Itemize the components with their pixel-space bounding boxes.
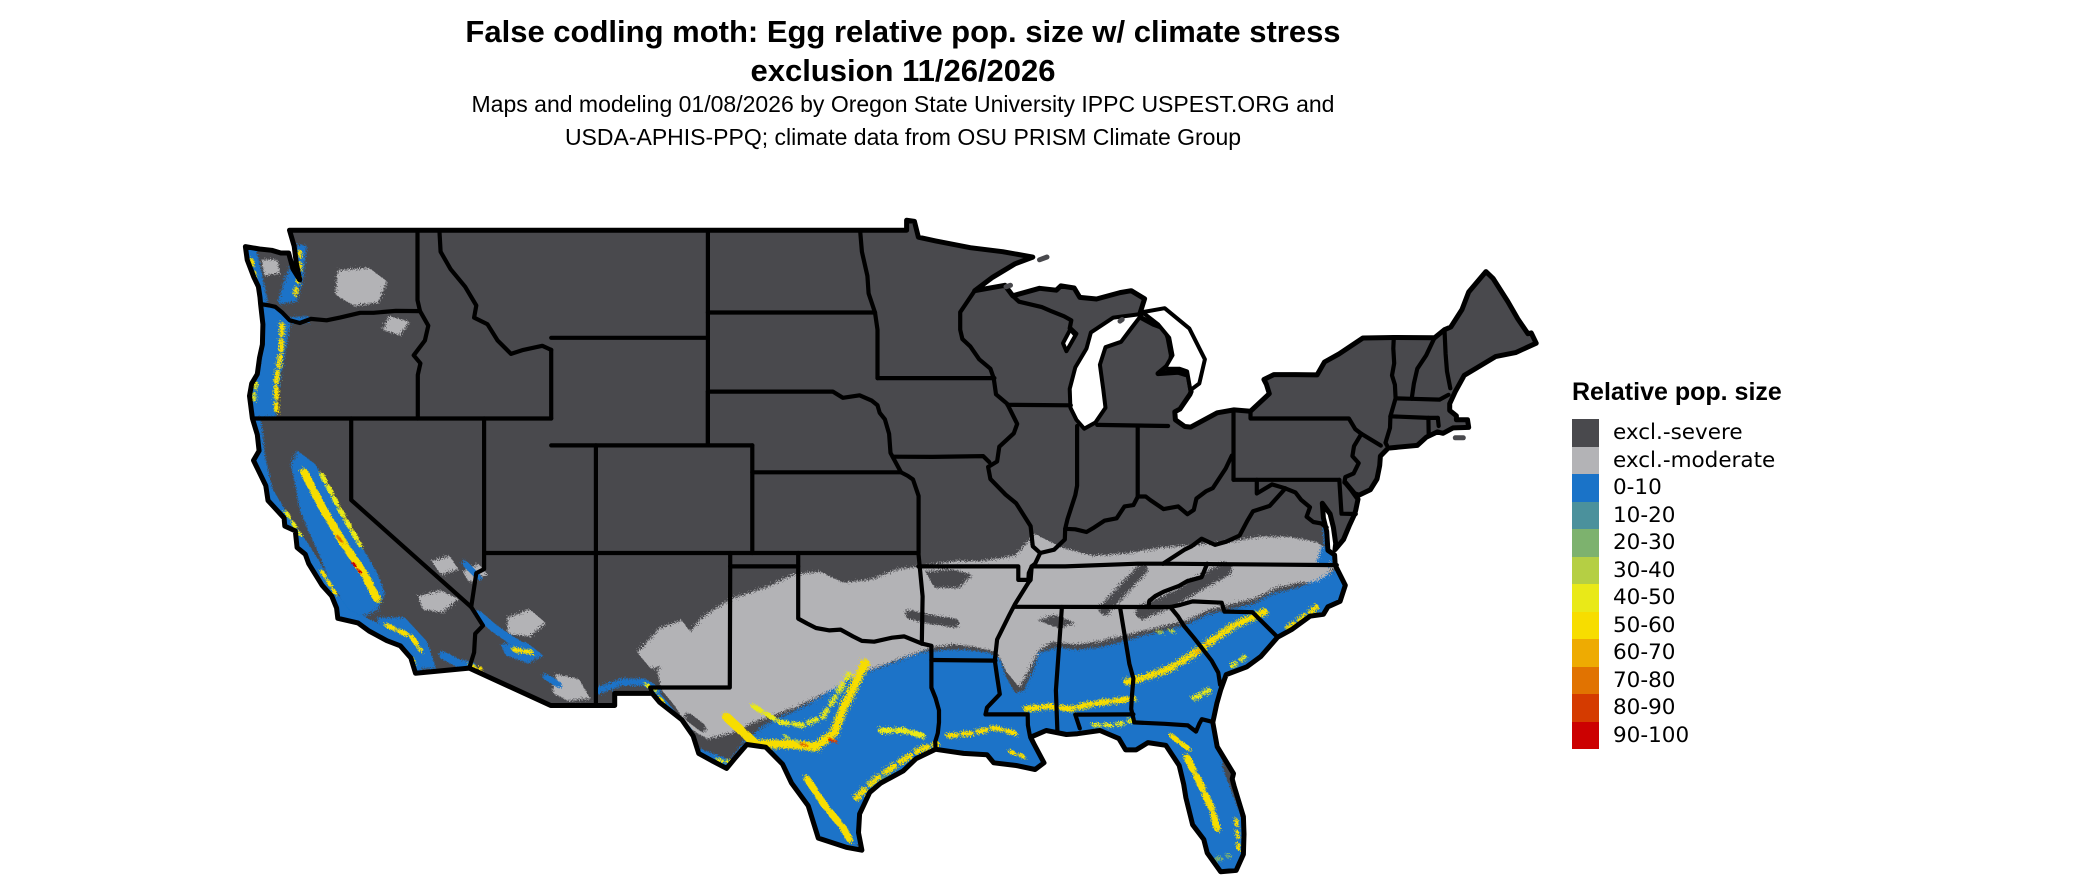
state-borders <box>250 228 1453 752</box>
legend-item-label: 60-70 <box>1613 640 1676 666</box>
legend-item: 40-50 <box>1572 584 1782 612</box>
title-line-2: exclusion 11/26/2026 <box>750 53 1056 88</box>
legend-swatch <box>1572 529 1599 557</box>
legend-item-label: 80-90 <box>1613 695 1676 721</box>
legend-title: Relative pop. size <box>1572 378 1782 406</box>
legend-item: excl.-moderate <box>1572 446 1782 474</box>
legend-item: 0-10 <box>1572 474 1782 502</box>
legend-item: 20-30 <box>1572 529 1782 557</box>
legend-item-label: 90-100 <box>1613 722 1690 748</box>
legend-swatch <box>1572 501 1599 529</box>
legend-item: 30-40 <box>1572 556 1782 584</box>
legend-swatch <box>1572 584 1599 612</box>
legend-item-label: 70-80 <box>1613 667 1676 693</box>
legend-item-label: 30-40 <box>1613 557 1676 583</box>
puget-sound <box>292 249 300 278</box>
legend: Relative pop. size excl.-severe excl.-mod… <box>1572 378 1782 749</box>
legend-item: 10-20 <box>1572 501 1782 529</box>
legend-swatch <box>1572 556 1599 584</box>
page-title: False codling moth: Egg relative pop. si… <box>103 12 1703 90</box>
legend-item-label: excl.-moderate <box>1613 447 1776 473</box>
legend-swatch <box>1572 639 1599 667</box>
great-lakes <box>292 249 1207 431</box>
legend-item-label: 10-20 <box>1613 502 1676 528</box>
legend-swatch <box>1572 666 1599 694</box>
legend-item-label: excl.-severe <box>1613 420 1743 446</box>
title-line-1: False codling moth: Egg relative pop. si… <box>465 14 1341 49</box>
us-map-svg <box>242 217 1539 875</box>
subtitle: Maps and modeling 01/08/2026 by Oregon S… <box>253 88 1553 154</box>
legend-swatch <box>1572 446 1599 474</box>
legend-item-label: 50-60 <box>1613 612 1676 638</box>
legend-swatch <box>1572 611 1599 639</box>
legend-swatch <box>1572 721 1599 749</box>
legend-item: 70-80 <box>1572 666 1782 694</box>
legend-item: 80-90 <box>1572 694 1782 722</box>
land-area <box>245 220 1537 872</box>
us-map <box>226 210 1539 892</box>
subtitle-line-2: USDA-APHIS-PPQ; climate data from OSU PR… <box>564 124 1242 150</box>
legend-swatch <box>1572 474 1599 502</box>
legend-item: 50-60 <box>1572 611 1782 639</box>
legend-item: 60-70 <box>1572 639 1782 667</box>
legend-item: excl.-severe <box>1572 419 1782 447</box>
legend-item-label: 20-30 <box>1613 530 1676 556</box>
legend-item: 90-100 <box>1572 721 1782 749</box>
legend-swatch <box>1572 419 1599 447</box>
islands <box>1003 251 1470 441</box>
legend-swatch <box>1572 694 1599 722</box>
legend-item-label: 40-50 <box>1613 585 1676 611</box>
legend-rows: excl.-severe excl.-moderate 0-10 10-20 20-30… <box>1572 419 1782 749</box>
subtitle-line-1: Maps and modeling 01/08/2026 by Oregon S… <box>471 91 1335 117</box>
legend-item-label: 0-10 <box>1613 475 1662 501</box>
